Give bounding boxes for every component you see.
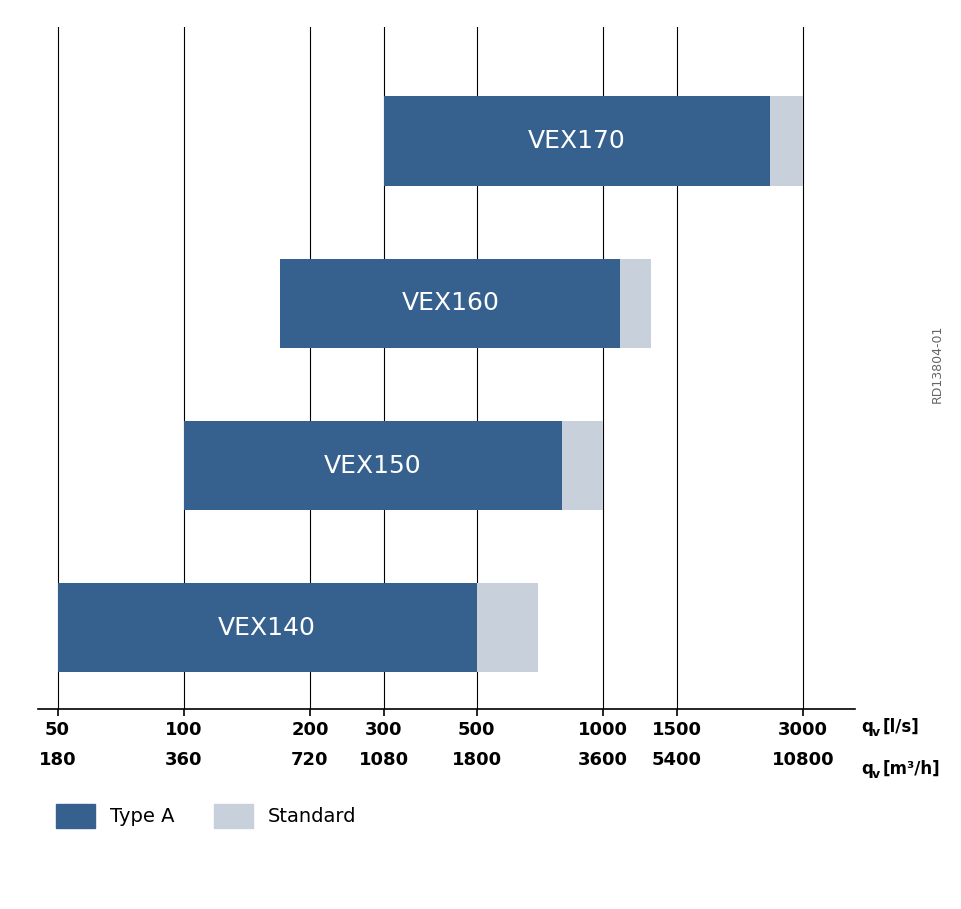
Bar — [562, 421, 603, 510]
Text: 1800: 1800 — [452, 751, 502, 769]
Text: v: v — [872, 768, 880, 781]
Bar — [58, 584, 477, 673]
Bar — [184, 421, 562, 510]
Text: 3600: 3600 — [578, 751, 628, 769]
Text: 720: 720 — [291, 751, 329, 769]
Legend: Type A, Standard: Type A, Standard — [48, 796, 364, 835]
Bar — [281, 258, 620, 348]
Text: [m³/h]: [m³/h] — [883, 760, 941, 778]
Text: 360: 360 — [165, 751, 203, 769]
Text: VEX160: VEX160 — [402, 291, 500, 315]
Text: 1080: 1080 — [358, 751, 408, 769]
Text: VEX150: VEX150 — [324, 454, 422, 477]
Text: q: q — [861, 718, 873, 736]
Text: 5400: 5400 — [652, 751, 702, 769]
Bar — [770, 96, 803, 185]
Text: 10800: 10800 — [772, 751, 834, 769]
Text: RD13804-01: RD13804-01 — [930, 325, 944, 403]
Text: q: q — [861, 760, 873, 778]
Bar — [383, 96, 770, 185]
Bar — [477, 584, 538, 673]
Bar — [620, 258, 651, 348]
Text: 180: 180 — [38, 751, 77, 769]
Text: v: v — [872, 726, 880, 739]
Text: VEX170: VEX170 — [528, 129, 626, 153]
Text: [l/s]: [l/s] — [883, 718, 920, 736]
Text: VEX140: VEX140 — [218, 616, 316, 640]
